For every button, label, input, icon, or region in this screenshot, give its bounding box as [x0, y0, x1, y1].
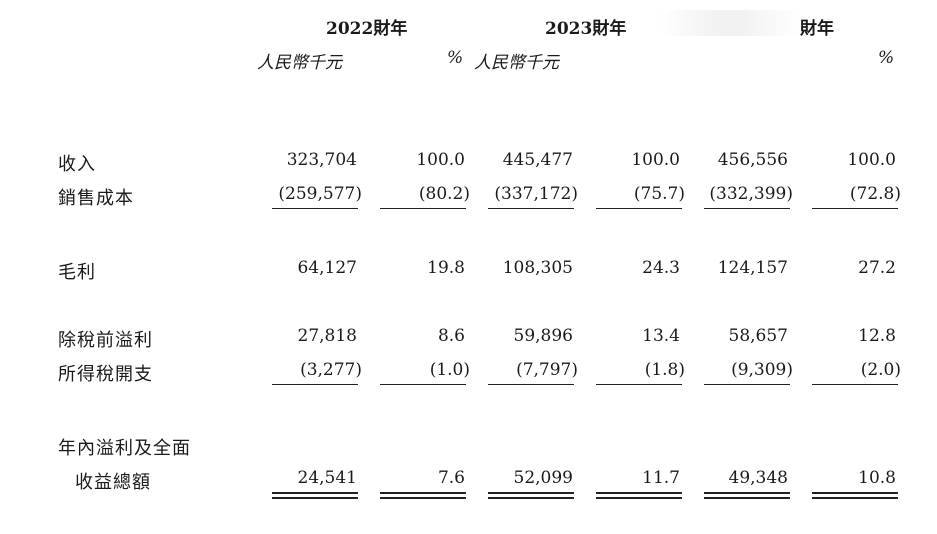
total-double-rule [380, 492, 466, 499]
tax-2022-pct: (1.0) [429, 360, 470, 380]
row-label-income-tax: 所得稅開支 [58, 364, 153, 385]
header-year-2022: 2022財年 [326, 19, 408, 39]
total-double-rule [488, 492, 574, 499]
tax-year3-pct: (2.0) [860, 360, 901, 380]
cost-2022-pct: (80.2) [418, 184, 470, 204]
total-2022-amount: 24,541 [297, 468, 357, 488]
gross-profit-2022-amount: 64,127 [297, 258, 357, 278]
unit-rmb-2022: 人民幣千元 [257, 53, 342, 73]
cost-year3-amount: (332,399) [709, 184, 793, 204]
tax-2023-pct: (1.8) [644, 360, 685, 380]
revenue-year3-amount: 456,556 [717, 150, 788, 170]
total-double-rule [704, 492, 790, 499]
pbt-2023-pct: 13.4 [642, 326, 680, 346]
row-label-cost-of-sales: 銷售成本 [58, 188, 134, 209]
total-2023-pct: 11.7 [642, 468, 680, 488]
subtotal-rule [488, 384, 574, 385]
pbt-2022-amount: 27,818 [297, 326, 357, 346]
tax-2022-amount: (3,277) [300, 360, 362, 380]
revenue-2022-amount: 323,704 [286, 150, 357, 170]
subtotal-rule [812, 384, 898, 385]
total-2022-pct: 7.6 [437, 468, 465, 488]
revenue-year3-pct: 100.0 [847, 150, 896, 170]
subtotal-rule [488, 208, 574, 209]
total-year3-pct: 10.8 [858, 468, 896, 488]
revenue-2023-pct: 100.0 [631, 150, 680, 170]
unit-pct-year3: % [878, 48, 895, 68]
pbt-year3-amount: 58,657 [728, 326, 788, 346]
subtotal-rule [812, 208, 898, 209]
revenue-2022-pct: 100.0 [416, 150, 465, 170]
subtotal-rule [704, 208, 790, 209]
row-label-gross-profit: 毛利 [58, 262, 96, 283]
cost-2023-pct: (75.7) [633, 184, 685, 204]
total-double-rule [812, 492, 898, 499]
total-2023-amount: 52,099 [513, 468, 573, 488]
cost-2022-amount: (259,577) [278, 184, 362, 204]
tax-2023-amount: (7,797) [516, 360, 578, 380]
redacted-year-area [660, 10, 800, 36]
row-label-revenue: 收入 [58, 154, 96, 175]
subtotal-rule [596, 208, 682, 209]
subtotal-rule [272, 384, 358, 385]
row-label-profit-before-tax: 除稅前溢利 [58, 330, 153, 351]
cost-2023-amount: (337,172) [494, 184, 578, 204]
gross-profit-2023-amount: 108,305 [502, 258, 573, 278]
gross-profit-2022-pct: 19.8 [427, 258, 465, 278]
pbt-2023-amount: 59,896 [513, 326, 573, 346]
header-year-3: 財年 [800, 19, 834, 39]
subtotal-rule [704, 384, 790, 385]
subtotal-rule [380, 208, 466, 209]
row-label-total-comprehensive-1: 年內溢利及全面 [58, 438, 191, 459]
subtotal-rule [272, 208, 358, 209]
header-year-2023: 2023財年 [545, 19, 627, 39]
pbt-year3-pct: 12.8 [858, 326, 896, 346]
gross-profit-2023-pct: 24.3 [642, 258, 680, 278]
cost-year3-pct: (72.8) [849, 184, 901, 204]
unit-pct-2022: % [447, 48, 464, 68]
unit-rmb-2023: 人民幣千元 [474, 53, 559, 73]
total-double-rule [272, 492, 358, 499]
row-label-total-comprehensive-2: 收益總額 [75, 472, 151, 493]
subtotal-rule [380, 384, 466, 385]
tax-year3-amount: (9,309) [731, 360, 793, 380]
gross-profit-year3-amount: 124,157 [717, 258, 788, 278]
revenue-2023-amount: 445,477 [502, 150, 573, 170]
gross-profit-year3-pct: 27.2 [858, 258, 896, 278]
total-double-rule [596, 492, 682, 499]
total-year3-amount: 49,348 [728, 468, 788, 488]
pbt-2022-pct: 8.6 [437, 326, 465, 346]
subtotal-rule [596, 384, 682, 385]
